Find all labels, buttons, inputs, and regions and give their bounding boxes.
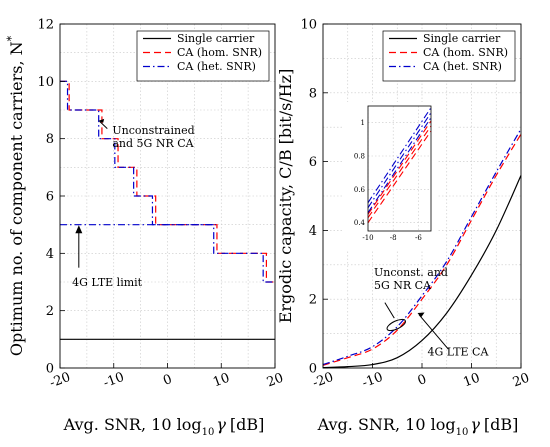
annotation-4g-lte-ca: 4G LTE CA [428,346,490,359]
right-xlabel: Avg. SNR, 10 log10 γ [dB] [317,415,519,438]
annotation-arrow [99,121,108,129]
right-inset: -10 -8 -6 0.4 0.6 0.8 1 [342,102,437,251]
y-tick-label: 0 [309,362,317,377]
inset-backdrop [342,102,437,251]
annotation-line: and 5G NR CA [112,137,194,150]
annotation-line: Unconst. and [374,266,448,279]
inset-x-tick-label: -8 [390,234,397,242]
y-tick-label: 8 [46,132,54,147]
y-tick-label: 4 [46,247,54,262]
left-series [60,80,275,340]
y-tick-label: 2 [309,293,317,308]
legend-label: Single carrier [423,32,501,45]
y-tick-label: 10 [37,75,54,90]
inset-series-0 [367,130,432,223]
left-annotations: Unconstrained and 5G NR CA 4G LTE limit [72,118,195,289]
legend-label: CA (het. SNR) [177,60,256,73]
x-tick-label: -10 [102,370,127,391]
right-ticks: -20 -10 0 10 20 0 2 4 6 8 10 [300,18,531,392]
y-tick-label: 4 [309,224,317,239]
series-line-1 [322,133,522,366]
annotation-arrowhead [417,312,425,318]
left-xlabel: Avg. SNR, 10 log10 γ [dB] [63,415,265,438]
right-annotations: Unconst. and 5G NR CA 4G LTE CA [374,266,489,359]
annotation-arrowhead [75,225,83,234]
legend-label: Single carrier [177,32,255,45]
annotation-ellipse [386,318,406,332]
y-tick-label: 8 [309,86,317,101]
series-line-2 [322,128,522,366]
annotation-arrow [418,314,449,350]
annotation-unconst: Unconst. and 5G NR CA [374,266,448,292]
x-tick-label: 20 [511,371,532,391]
y-tick-label: 6 [309,155,317,170]
inset-y-tick-label: 0.6 [354,186,366,194]
annotation-arrow [384,302,395,319]
x-tick-label: -20 [311,370,336,391]
annotation-arrowhead [98,118,105,123]
left-ticks: -20 -10 0 10 20 0 2 4 6 8 10 12 [37,18,285,392]
legend-label: CA (het. SNR) [423,60,502,73]
inset-x-tick-label: -10 [362,234,373,242]
annotation-line: Unconstrained [112,124,194,137]
inset-y-tick-label: 1 [361,119,365,127]
y-tick-label: 2 [46,304,54,319]
right-series [322,128,522,369]
inset-x-tick-label: -6 [415,234,422,242]
legend-label: CA (hom. SNR) [177,46,262,59]
x-tick-label: -10 [360,370,385,391]
annotation-unconstrained: Unconstrained and 5G NR CA [112,124,194,150]
x-tick-label: -20 [48,370,73,391]
y-tick-label: 10 [300,18,317,33]
inset-y-tick-label: 0.8 [354,153,365,161]
left-ylabel: Optimum no. of component carriers, N* [5,35,26,356]
annotation-4g-limit: 4G LTE limit [72,276,143,289]
x-tick-label: 0 [161,372,174,389]
inset-series-5 [367,107,432,203]
x-tick-label: 10 [211,371,232,391]
x-tick-label: 10 [461,371,482,391]
x-tick-label: 20 [265,371,286,391]
y-tick-label: 0 [46,362,54,377]
series-line-0 [322,175,522,369]
axis-labels: Optimum no. of component carriers, N* Av… [5,35,518,438]
inset-series-1 [367,125,432,218]
inset-frame [367,105,432,232]
annotation-line: 5G NR CA [374,279,432,292]
x-tick-label: 0 [416,372,429,389]
legend-box [382,30,516,82]
inset-series-2 [367,120,432,215]
right-ylabel: Ergodic capacity, C/B [bit/s/Hz] [276,69,295,324]
legend-label: CA (hom. SNR) [423,46,508,59]
inset-series-3 [367,117,432,213]
inset-y-tick-label: 0.4 [354,219,366,227]
y-tick-label: 12 [37,18,54,33]
y-tick-label: 6 [46,190,54,205]
inset-series-4 [367,112,432,208]
legend-box [136,30,270,82]
